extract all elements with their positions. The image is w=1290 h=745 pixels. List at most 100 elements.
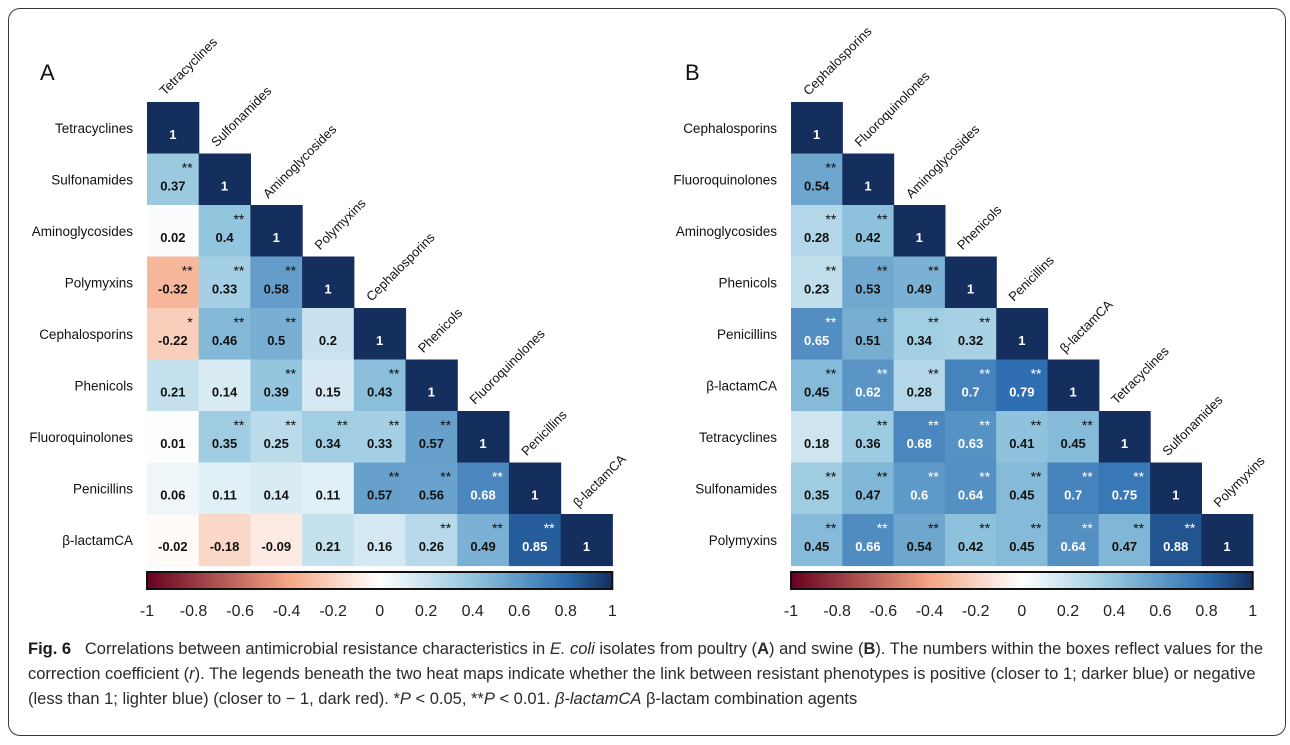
- significance-marker: **: [1082, 520, 1093, 536]
- significance-marker: **: [1184, 520, 1195, 536]
- cell-value-label: 0.33: [367, 436, 392, 451]
- heatmap-cell: [1150, 462, 1202, 515]
- significance-marker: *: [187, 314, 193, 330]
- heatmap-cell: [353, 462, 407, 515]
- heatmap-cell: [842, 256, 895, 309]
- significance-marker: **: [928, 469, 939, 485]
- colorbar-tick-label: -0.8: [180, 603, 208, 620]
- significance-marker: **: [979, 417, 990, 433]
- cell-value-label: 0.56: [419, 487, 444, 502]
- heatmap-cell: [791, 205, 843, 258]
- heatmap-cell: [1047, 514, 1100, 567]
- heatmap-cell: [791, 462, 843, 515]
- heatmap-cell: [147, 308, 200, 361]
- heatmap-cell: [353, 411, 407, 464]
- heatmap-cell: [996, 359, 1049, 412]
- significance-marker: **: [928, 417, 939, 433]
- heatmap-cell: [893, 359, 946, 412]
- significance-marker: **: [979, 314, 990, 330]
- heatmap-panel-b: B 1 0.54 ** 1 0.28 ** 0.42 ** 1 0.23 ** 0.53 ** 0.49 **…: [673, 23, 1268, 620]
- row-label: Cephalosporins: [683, 121, 777, 136]
- heatmap-cell: [893, 462, 946, 515]
- colorbar-tick-label: 0.8: [555, 603, 577, 620]
- heatmap-cell: [405, 462, 458, 515]
- significance-marker: **: [389, 417, 400, 433]
- colorbar-tick-label: 0.2: [1057, 603, 1079, 620]
- caption-text: ). The numbers within the boxes reflect …: [28, 640, 1264, 683]
- heatmap-cell: [302, 514, 355, 567]
- significance-marker: **: [825, 211, 836, 227]
- cell-value-label: 0.5: [267, 333, 285, 348]
- cell-value-label: 0.7: [1064, 487, 1082, 502]
- cell-value-label: 0.47: [855, 487, 880, 502]
- cell-value-label: 0.21: [315, 539, 340, 554]
- heatmap-cell: [893, 256, 946, 309]
- cell-value-label: 1: [967, 281, 974, 296]
- cell-value-label: 0.23: [804, 281, 829, 296]
- cell-value-label: 0.54: [907, 539, 933, 554]
- cell-value-label: 0.37: [160, 178, 185, 193]
- significance-marker: **: [1031, 469, 1042, 485]
- cell-value-label: 0.75: [1112, 487, 1137, 502]
- heatmap-cell: [302, 411, 355, 464]
- heatmap-cell: [198, 256, 251, 309]
- significance-marker: **: [979, 469, 990, 485]
- cell-value-label: 1: [916, 230, 923, 245]
- column-label: Polymyxins: [1211, 453, 1268, 510]
- heatmap-cell: [250, 514, 303, 567]
- significance-marker: **: [337, 417, 348, 433]
- heatmap-cell: [893, 205, 946, 258]
- cell-value-label: 0.11: [316, 487, 341, 502]
- significance-marker: **: [1133, 520, 1144, 536]
- heatmap-cell: [842, 514, 895, 567]
- caption-text: ). The legends beneath the two heat maps…: [28, 665, 1256, 708]
- colorbar-tick-label: -0.4: [916, 603, 944, 620]
- figure-caption: Fig. 6 Correlations between antimicrobia…: [28, 637, 1273, 712]
- column-label: Cephalosporins: [363, 229, 438, 304]
- cell-value-label: 0.42: [958, 539, 983, 554]
- cell-value-label: 1: [479, 436, 486, 451]
- significance-marker: **: [825, 263, 836, 279]
- heatmap-cell: [457, 514, 510, 567]
- heatmap-cell: [353, 359, 407, 412]
- significance-marker: **: [825, 314, 836, 330]
- significance-marker: **: [492, 469, 503, 485]
- cell-value-label: -0.22: [158, 333, 188, 348]
- colorbar-tick-label: -1: [140, 603, 154, 620]
- cell-value-label: 0.85: [522, 539, 547, 554]
- cell-value-label: 0.57: [419, 436, 444, 451]
- heatmap-cell: [353, 308, 407, 361]
- heatmap-cell: [1098, 462, 1151, 515]
- column-label: Fluoroquinolones: [467, 326, 548, 407]
- heatmap-cell: [250, 205, 303, 258]
- cell-value-label: 0.62: [855, 384, 880, 399]
- significance-marker: **: [928, 263, 939, 279]
- heatmap-cell: [147, 462, 200, 515]
- cell-value-label: 0.4: [216, 230, 235, 245]
- significance-marker: **: [877, 417, 888, 433]
- cell-value-label: 0.41: [1009, 436, 1034, 451]
- heatmap-cell: [996, 308, 1049, 361]
- significance-marker: **: [1082, 417, 1093, 433]
- heatmap-cell: [842, 411, 895, 464]
- cell-value-label: 0.79: [1009, 384, 1034, 399]
- row-label: Sulfonamides: [695, 481, 777, 496]
- heatmap-cell: [405, 514, 458, 567]
- colorbar-tick-label: 0.4: [1103, 603, 1125, 620]
- caption-r-symbol: r: [189, 665, 195, 683]
- significance-marker: **: [233, 417, 244, 433]
- caption-text: Correlations between antimicrobial resis…: [84, 640, 550, 658]
- caption-abbrev: β-lactamCA: [554, 690, 642, 708]
- cell-value-label: 0.65: [804, 333, 829, 348]
- heatmap-cell: [147, 153, 200, 206]
- cell-value-label: -0.09: [261, 539, 291, 554]
- cell-value-label: 0.58: [264, 281, 289, 296]
- column-label: Tetracyclines: [1108, 343, 1172, 407]
- significance-marker: **: [877, 520, 888, 536]
- column-label: β-lactamCA: [570, 451, 629, 510]
- heatmap-cell: [996, 411, 1049, 464]
- significance-marker: **: [182, 160, 193, 176]
- heatmap-cell: [1047, 359, 1100, 412]
- column-label: Penicillins: [1005, 252, 1057, 304]
- heatmap-cell: [302, 308, 355, 361]
